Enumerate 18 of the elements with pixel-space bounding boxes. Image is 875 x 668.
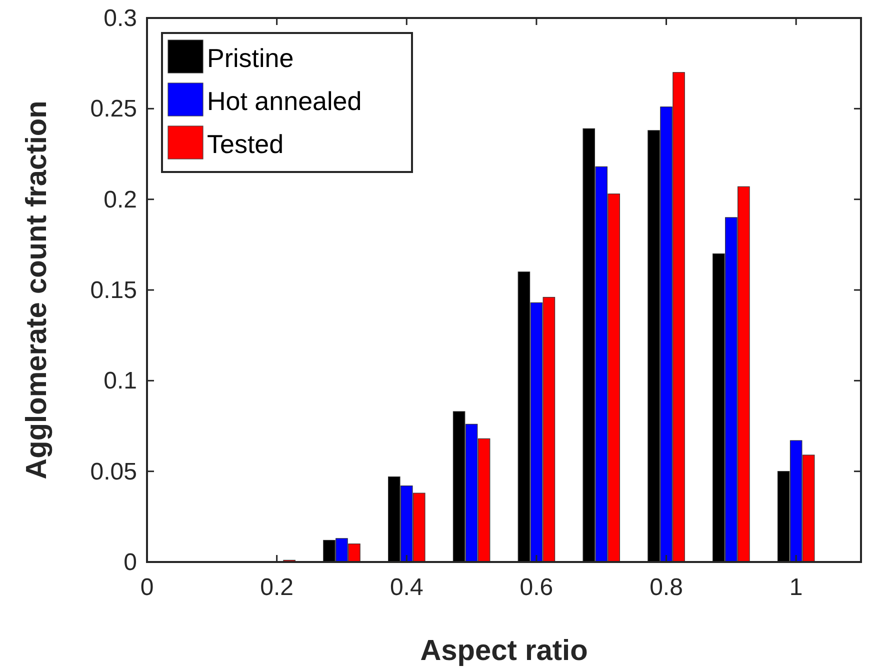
x-tick-label: 0: [140, 574, 154, 601]
x-tick-label: 0.8: [650, 574, 683, 601]
y-tick-label: 0: [124, 549, 137, 576]
x-tick-label: 0.2: [260, 574, 294, 601]
y-axis-title: Agglomerate count fraction: [21, 100, 53, 480]
legend-label: Tested: [207, 129, 284, 159]
x-tick-label: 1: [789, 574, 803, 601]
y-tick-label: 0.05: [90, 458, 137, 486]
y-tick-label: 0.15: [90, 277, 137, 304]
legend-label: Hot annealed: [207, 86, 362, 116]
x-tick-label: 0.6: [520, 574, 554, 601]
x-tick-label: 0.4: [390, 574, 424, 601]
y-tick-label: 0.25: [90, 96, 137, 123]
y-tick-label: 0.2: [104, 186, 137, 214]
y-tick-label: 0.1: [104, 368, 137, 395]
x-axis-title: Aspect ratio: [420, 635, 588, 667]
y-tick-label: 0.3: [104, 5, 137, 32]
legend-label: Pristine: [207, 43, 294, 73]
